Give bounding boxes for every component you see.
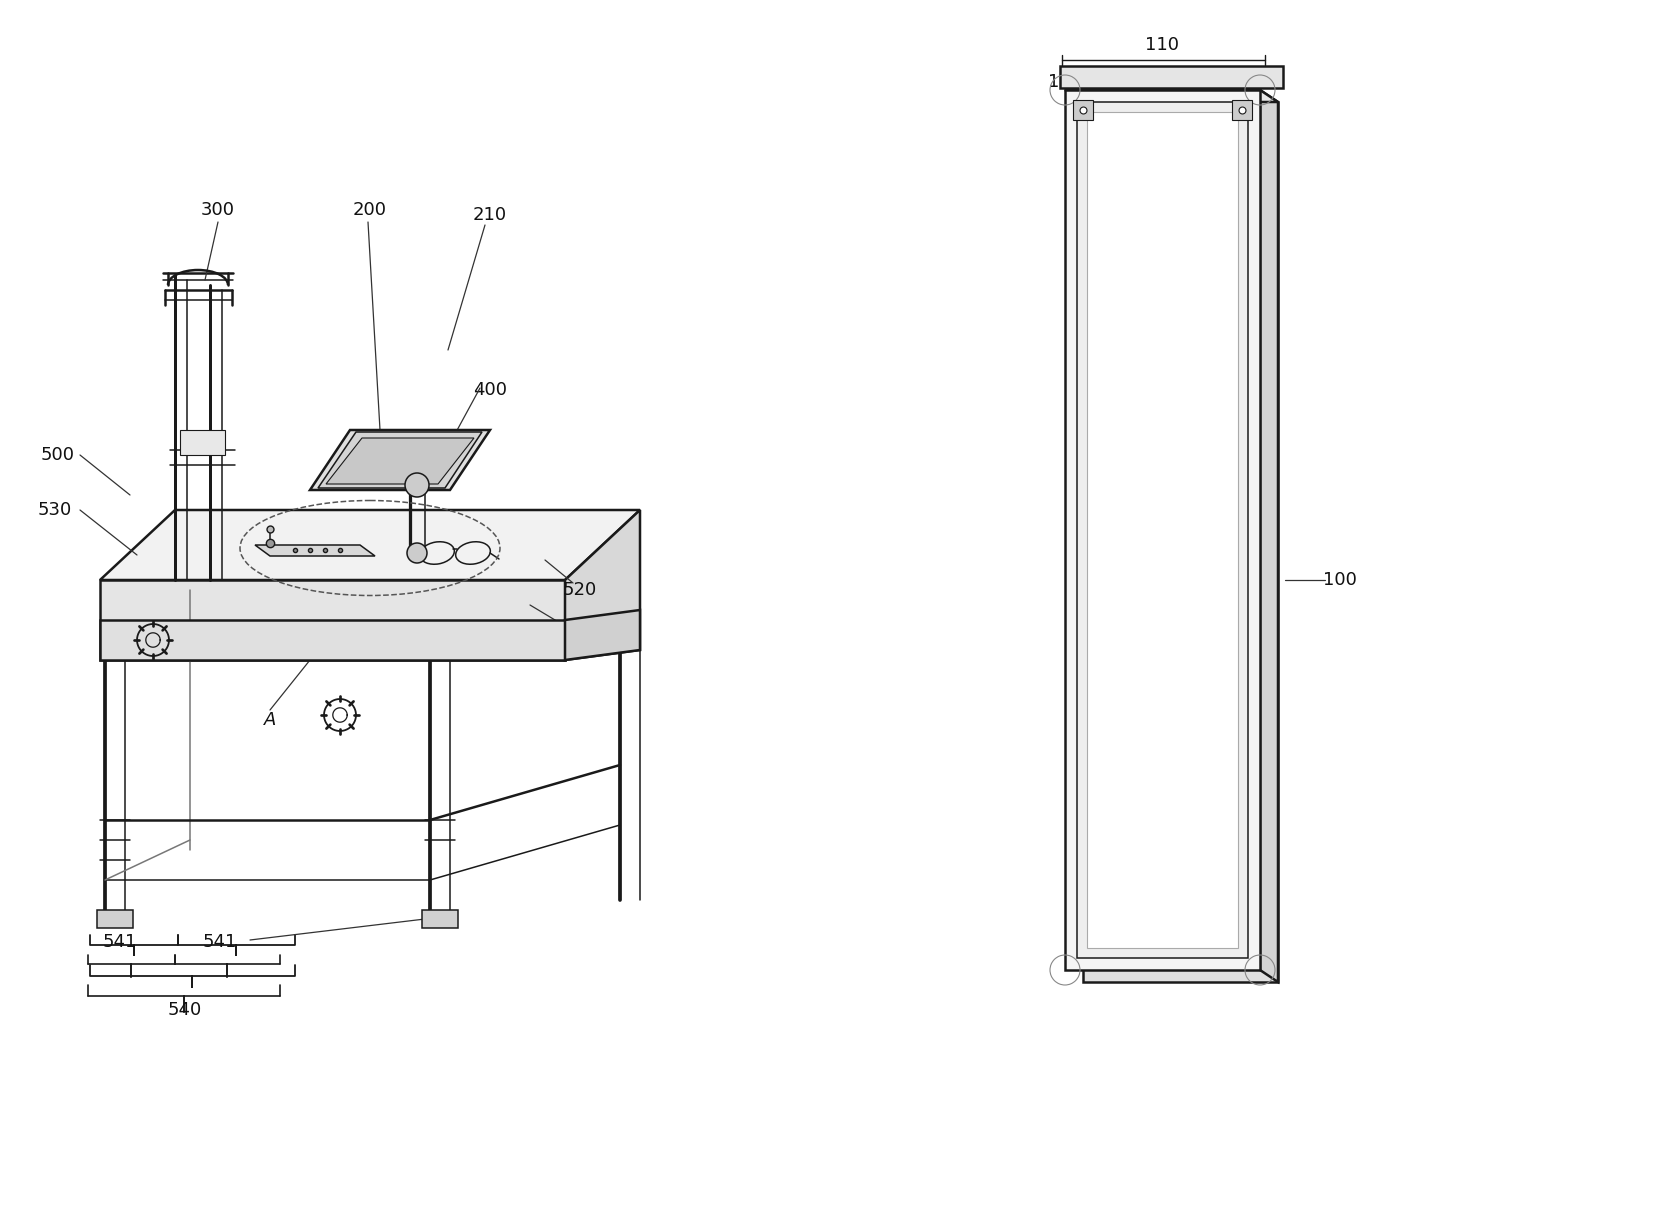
Bar (1087, 112, 1236, 948)
Text: A: A (264, 711, 276, 728)
Text: 400: 400 (472, 381, 507, 399)
Polygon shape (1065, 90, 1277, 102)
Text: 510: 510 (563, 631, 596, 648)
Text: 300: 300 (202, 201, 235, 219)
Text: 520: 520 (563, 581, 596, 599)
Polygon shape (318, 431, 482, 488)
Text: 110: 110 (1144, 36, 1178, 55)
Polygon shape (99, 510, 640, 581)
Circle shape (407, 543, 427, 564)
Polygon shape (564, 510, 640, 661)
Text: 111: 111 (1047, 73, 1082, 91)
Polygon shape (99, 621, 564, 661)
Text: 541: 541 (102, 933, 138, 951)
Text: 100: 100 (1322, 571, 1356, 589)
Text: 210: 210 (472, 206, 507, 224)
Polygon shape (1082, 102, 1277, 982)
Polygon shape (1260, 90, 1277, 982)
Bar (1060, 65, 1282, 88)
Polygon shape (97, 910, 133, 928)
Polygon shape (564, 610, 640, 661)
Text: 112: 112 (1168, 73, 1201, 91)
Polygon shape (326, 438, 474, 484)
Polygon shape (180, 430, 225, 454)
Polygon shape (255, 545, 375, 556)
Polygon shape (422, 910, 457, 928)
Bar (1231, 101, 1252, 120)
Bar (1077, 102, 1247, 957)
Circle shape (405, 473, 428, 497)
Text: 500: 500 (40, 446, 76, 464)
Polygon shape (309, 430, 489, 490)
Polygon shape (99, 581, 564, 661)
Text: 530: 530 (39, 501, 72, 519)
Text: 200: 200 (353, 201, 386, 219)
Bar (1072, 101, 1092, 120)
Polygon shape (1065, 90, 1260, 970)
Text: 540: 540 (168, 1001, 202, 1019)
Text: 541: 541 (203, 933, 237, 951)
